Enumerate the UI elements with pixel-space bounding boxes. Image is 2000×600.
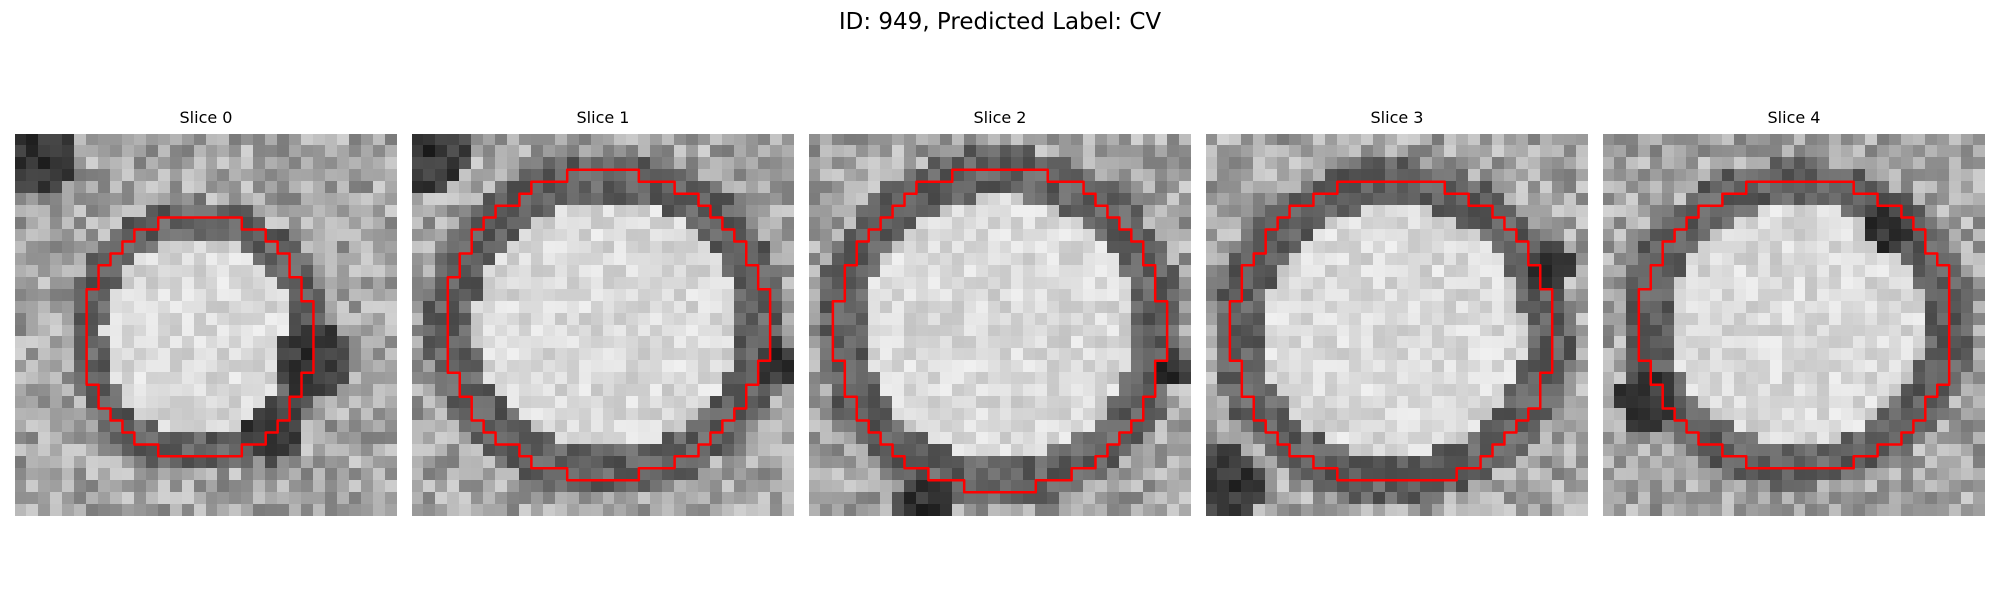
slice-title-3: Slice 3 (1370, 108, 1424, 127)
slice-image-1 (412, 134, 794, 516)
slice-panel-2: Slice 2 (809, 108, 1191, 516)
slice-panel-3: Slice 3 (1206, 108, 1588, 516)
slice-image-2 (809, 134, 1191, 516)
slice-image-3 (1206, 134, 1588, 516)
slice-title-0: Slice 0 (179, 108, 233, 127)
slice-title-4: Slice 4 (1767, 108, 1821, 127)
slice-panel-0: Slice 0 (15, 108, 397, 516)
slice-title-2: Slice 2 (973, 108, 1027, 127)
figure-title: ID: 949, Predicted Label: CV (838, 9, 1162, 35)
slice-image-0 (15, 134, 397, 516)
slice-panel-4: Slice 4 (1603, 108, 1985, 516)
slice-title-1: Slice 1 (576, 108, 630, 127)
slice-panel-1: Slice 1 (412, 108, 794, 516)
slice-image-4 (1603, 134, 1985, 516)
